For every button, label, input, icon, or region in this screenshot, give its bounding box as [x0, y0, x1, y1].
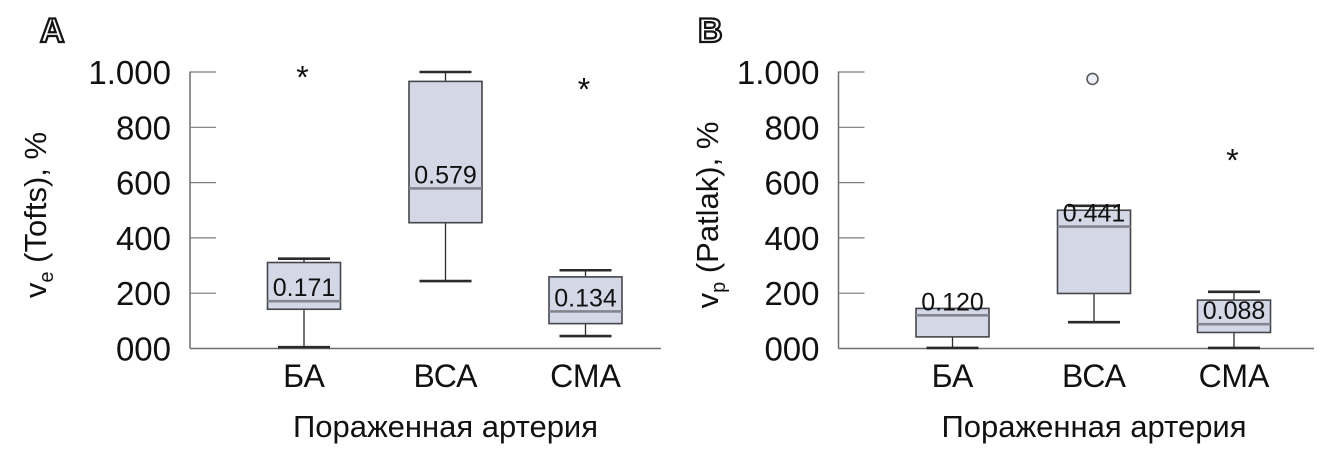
y-tick-label: 600	[116, 165, 171, 202]
boxplot-a-1: 0.171 * БА	[266, 59, 342, 394]
category-label: БА	[283, 358, 325, 394]
median-value-label: 0.441	[1063, 200, 1126, 228]
iqr-box	[1056, 209, 1132, 295]
median-value-label: 0.171	[273, 274, 336, 302]
x-axis-title: Пораженная артерия	[941, 409, 1246, 444]
category-label: СМА	[1199, 358, 1270, 394]
category-label: БА	[932, 358, 974, 394]
outlier-circle	[1086, 72, 1099, 86]
y-axis-title: vp (Patlak), %	[690, 122, 730, 309]
median-value-label: 0.120	[921, 288, 984, 316]
iqr-box	[915, 307, 990, 338]
iqr-box	[1196, 299, 1272, 334]
y-axis-title: ve (Tofts), %	[18, 132, 58, 298]
panel-letter: B	[698, 12, 723, 50]
y-tick-label: 000	[764, 331, 819, 368]
iqr-box	[408, 80, 483, 224]
category-label: СМА	[550, 358, 621, 394]
median-value-label: 0.579	[414, 161, 477, 189]
y-tick-label: 800	[116, 109, 171, 146]
iqr-box	[548, 276, 623, 325]
boxplot-b-1: 0.120 БА	[915, 288, 990, 394]
y-tick-label: 400	[764, 220, 819, 257]
y-tick-label: 1.000	[737, 54, 820, 91]
median-value-label: 0.134	[554, 284, 617, 312]
y-tick-label: 000	[116, 331, 171, 368]
category-label: ВСА	[413, 358, 478, 394]
y-tick-label: 200	[116, 275, 171, 312]
category-label: ВСА	[1062, 358, 1127, 394]
median-value-label: 0.088	[1203, 297, 1266, 325]
y-tick-label: 800	[764, 109, 819, 146]
boxplot-a-2: 0.579 ВСА	[408, 70, 483, 394]
outlier-asterisk: *	[578, 71, 590, 107]
outlier-asterisk: *	[296, 59, 308, 95]
boxplot-b-2: 0.441 ВСА	[1056, 72, 1132, 394]
y-tick-label: 1.000	[88, 54, 171, 91]
panel-letter: A	[40, 12, 65, 50]
x-axis-title: Пораженная артерия	[293, 409, 598, 444]
boxplot-b-3: 0.088 * СМА	[1196, 142, 1272, 394]
boxplot-a-3: 0.134 * СМА	[548, 71, 623, 394]
y-tick-label: 400	[116, 220, 171, 257]
y-tick-label: 200	[764, 275, 819, 312]
panel-a: A 000 200 400 600 800 1.000 ve (Tofts), % Пораже…	[18, 11, 661, 444]
outlier-asterisk: *	[1226, 142, 1238, 178]
y-tick-label: 600	[764, 165, 819, 202]
